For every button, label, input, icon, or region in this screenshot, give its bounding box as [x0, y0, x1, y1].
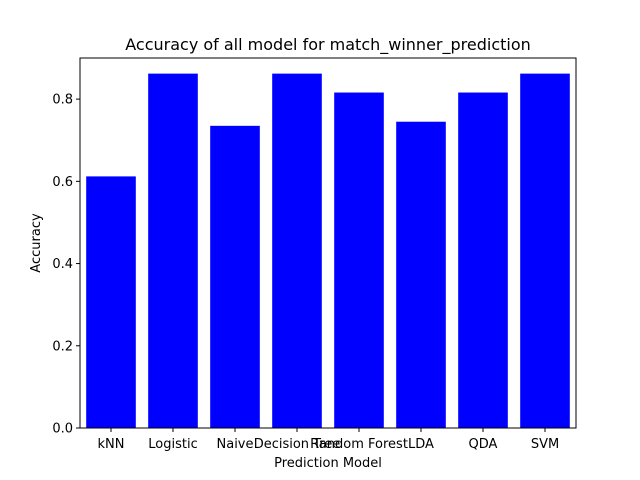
- y-tick-label: 0.6: [52, 175, 73, 190]
- plot-area-frame: [79, 57, 577, 429]
- y-tick-label: 0.8: [52, 93, 73, 108]
- x-axis-label: Prediction Model: [274, 456, 382, 471]
- x-tick-label: QDA: [469, 437, 498, 452]
- bar-random-forest: [334, 92, 384, 429]
- bar-knn: [86, 176, 136, 428]
- y-tick-label: 0.4: [52, 257, 73, 272]
- x-tick-label: Naive: [217, 437, 254, 452]
- bar-qda: [458, 92, 508, 429]
- y-tick-label: 0.2: [52, 339, 73, 354]
- y-axis-ticks: 0.0 0.2 0.4 0.6 0.8: [52, 93, 80, 437]
- chart-title: Accuracy of all model for match_winner_p…: [125, 35, 531, 55]
- x-tick-label: LDA: [408, 437, 434, 452]
- x-tick-label: SVM: [531, 437, 559, 452]
- bar-lda: [396, 121, 446, 428]
- y-axis-label: Accuracy: [29, 213, 44, 273]
- bar-decision-tree: [272, 73, 322, 428]
- x-tick-label: Random Forest: [310, 437, 408, 452]
- bars-group: [86, 73, 570, 429]
- bar-svm: [520, 73, 570, 428]
- bar-naive: [210, 125, 260, 428]
- x-tick-label: Logistic: [148, 437, 197, 452]
- y-tick-label: 0.0: [52, 422, 73, 437]
- bar-logistic: [148, 73, 198, 428]
- x-tick-label: Decision Tree: [254, 437, 341, 452]
- x-tick-label: kNN: [98, 437, 125, 452]
